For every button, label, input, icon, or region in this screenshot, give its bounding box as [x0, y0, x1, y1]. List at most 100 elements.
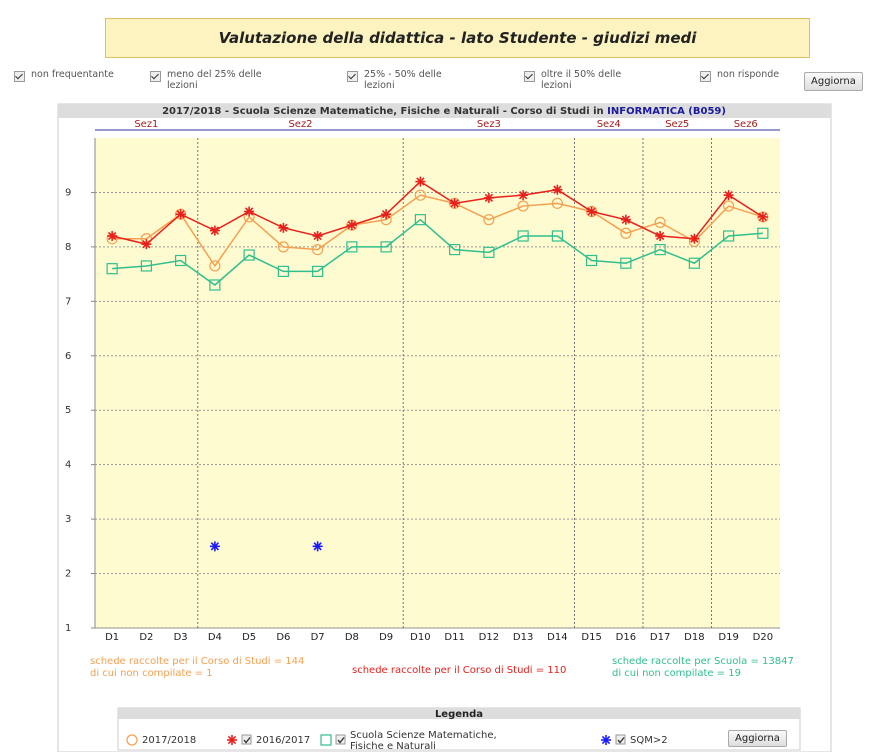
- legend-label-line: Fisiche e Naturali: [350, 741, 436, 752]
- marker-stroke: [758, 212, 768, 222]
- marker: [620, 227, 632, 239]
- marker: [278, 222, 289, 233]
- checkbox: [335, 734, 346, 745]
- filter-label: non frequentante: [31, 69, 114, 80]
- marker: [620, 214, 631, 225]
- x-tick-label: D2: [139, 632, 153, 643]
- x-tick-label: D19: [718, 632, 738, 643]
- marker: [449, 244, 461, 256]
- marker-stroke: [655, 231, 665, 241]
- checkbox[interactable]: [700, 71, 711, 82]
- marker: [209, 279, 221, 291]
- y-tick-label: 9: [65, 187, 71, 198]
- y-tick-label: 2: [65, 569, 71, 580]
- marker: [586, 206, 597, 217]
- filter[interactable]: non frequentante: [14, 69, 124, 82]
- checkbox[interactable]: [347, 71, 358, 82]
- note-line: di cui non compilate = 1: [90, 668, 213, 679]
- marker: [689, 233, 700, 244]
- filter[interactable]: meno del 25% delle lezioni: [150, 69, 280, 91]
- marker: [620, 257, 632, 269]
- marker: [209, 260, 221, 272]
- legend-title: Legenda: [435, 709, 483, 720]
- marker-stroke: [690, 234, 699, 243]
- marker-stroke: [416, 177, 425, 186]
- marker: [449, 198, 460, 209]
- marker: [227, 735, 237, 745]
- filter[interactable]: oltre il 50% delle lezioni: [524, 69, 644, 91]
- marker: [654, 244, 666, 256]
- marker: [552, 184, 563, 195]
- chart-title-highlight: INFORMATICA (B059): [607, 106, 726, 117]
- marker: [551, 197, 563, 209]
- legend-label: 2016/2017: [256, 735, 310, 746]
- marker-stroke: [244, 207, 254, 216]
- series-line: [112, 194, 764, 268]
- section-label: Sez6: [734, 119, 758, 130]
- note-line: schede raccolte per il Corso di Studi = …: [352, 665, 566, 676]
- x-tick-label: D14: [547, 632, 567, 643]
- page-title: Valutazione della didattica - lato Stude…: [105, 18, 810, 58]
- legend-label: Scuola Scienze Matematiche, Fisiche e Nat…: [350, 730, 497, 752]
- note-line: di cui non compilate = 19: [612, 668, 741, 679]
- x-tick-label: D7: [311, 632, 325, 643]
- x-tick-label: D6: [276, 632, 290, 643]
- marker: [106, 263, 118, 275]
- section-label: Sez2: [288, 119, 312, 130]
- y-tick-label: 6: [65, 351, 71, 362]
- marker: [277, 241, 289, 253]
- marker-stroke: [142, 240, 151, 249]
- marker: [244, 206, 255, 217]
- marker: [175, 254, 187, 267]
- marker: [517, 200, 529, 212]
- x-tick-label: D16: [616, 632, 636, 643]
- checkbox[interactable]: [150, 71, 161, 82]
- y-tick-label: 8: [65, 242, 71, 253]
- checkmark: [243, 737, 251, 744]
- update-button[interactable]: Aggiorna: [728, 730, 787, 747]
- y-tick-label: 5: [65, 405, 71, 416]
- marker-stroke: [107, 231, 117, 241]
- marker-stroke: [176, 210, 185, 219]
- marker: [723, 200, 735, 212]
- update-button[interactable]: Aggiorna: [804, 72, 863, 91]
- marker: [654, 216, 666, 228]
- checkbox[interactable]: [14, 71, 25, 82]
- section-label: Sez1: [134, 119, 158, 130]
- marker: [209, 225, 220, 236]
- marker: [757, 227, 769, 239]
- note-line: schede raccolte per il Corso di Studi = …: [90, 656, 304, 667]
- plot-area: [95, 138, 780, 628]
- marker: [277, 265, 289, 277]
- filter[interactable]: 25% - 50% delle lezioni: [347, 69, 467, 91]
- x-tick-label: D13: [513, 632, 533, 643]
- marker-stroke: [347, 220, 357, 230]
- y-tick-label: 3: [65, 514, 71, 525]
- marker-stroke: [279, 223, 288, 232]
- x-tick-label: D15: [581, 632, 601, 643]
- marker-stroke: [227, 735, 237, 745]
- filter-label: oltre il 50% delle lezioni: [541, 69, 622, 91]
- marker: [140, 260, 152, 272]
- legend-header: [118, 708, 800, 719]
- x-tick-label: D17: [650, 632, 670, 643]
- checkmark: [617, 737, 625, 744]
- marker: [346, 220, 357, 231]
- marker: [243, 249, 255, 261]
- marker: [381, 209, 392, 220]
- filter[interactable]: non risponde: [700, 69, 780, 82]
- chart-title: 2017/2018 - Scuola Scienze Matematiche, …: [162, 106, 726, 117]
- marker-stroke: [601, 735, 611, 745]
- x-tick-label: D18: [684, 632, 704, 643]
- marker: [415, 176, 426, 187]
- x-tick-label: D11: [444, 632, 464, 643]
- note: schede raccolte per il Corso di Studi = …: [90, 656, 304, 679]
- note-line: schede raccolte per Scuola = 13847: [612, 656, 794, 667]
- x-tick-label: D10: [410, 632, 430, 643]
- marker: [483, 192, 494, 203]
- marker-stroke: [518, 191, 528, 200]
- checkbox[interactable]: [524, 71, 535, 82]
- y-tick-label: 4: [65, 460, 71, 471]
- marker: [312, 244, 324, 256]
